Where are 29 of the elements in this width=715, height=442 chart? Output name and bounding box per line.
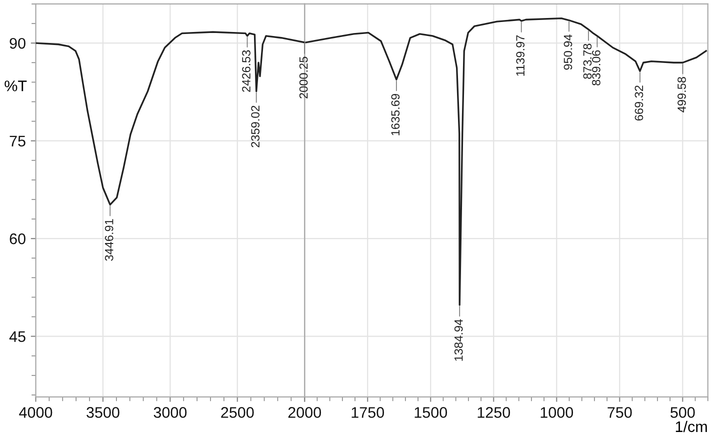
x-axis-title: 1/cm bbox=[676, 420, 707, 432]
x-tick-label: 3000 bbox=[154, 407, 187, 418]
x-tick-label: 750 bbox=[608, 407, 632, 418]
annotation: 3446.91 bbox=[104, 219, 114, 261]
x-tick-label: 500 bbox=[670, 407, 695, 418]
x-tick-label: 2000 bbox=[288, 407, 321, 418]
annotation: 1384.94 bbox=[454, 319, 463, 361]
x-tick-label: 4000 bbox=[19, 407, 52, 418]
x-tick-label: 1500 bbox=[414, 407, 448, 418]
annotation: 839.06 bbox=[592, 50, 600, 86]
annotation: 1139.97 bbox=[516, 35, 525, 76]
y-tick-label: 75 bbox=[10, 136, 26, 147]
annotation: 1635.69 bbox=[391, 94, 400, 136]
annotation: 499.58 bbox=[678, 77, 686, 112]
y-tick-label: 60 bbox=[10, 233, 26, 244]
annotation: 873.78 bbox=[583, 44, 592, 79]
y-tick-label: 90 bbox=[10, 38, 26, 49]
annotation: 950.94 bbox=[564, 34, 572, 70]
x-tick-label: 1250 bbox=[478, 407, 510, 418]
y-tick-label: 45 bbox=[9, 331, 26, 342]
annotation: 669.32 bbox=[634, 86, 644, 120]
annotation: 2000.25 bbox=[299, 56, 308, 98]
x-tick-label: 3500 bbox=[86, 407, 120, 418]
x-tick-label: 1750 bbox=[352, 407, 384, 418]
annotation: 2359.02 bbox=[251, 106, 260, 148]
x-tick-label: 2500 bbox=[221, 407, 254, 418]
annotation: 2426.53 bbox=[242, 50, 250, 92]
y-axis-title: %T bbox=[4, 80, 27, 92]
x-tick-label: 1000 bbox=[540, 407, 574, 418]
